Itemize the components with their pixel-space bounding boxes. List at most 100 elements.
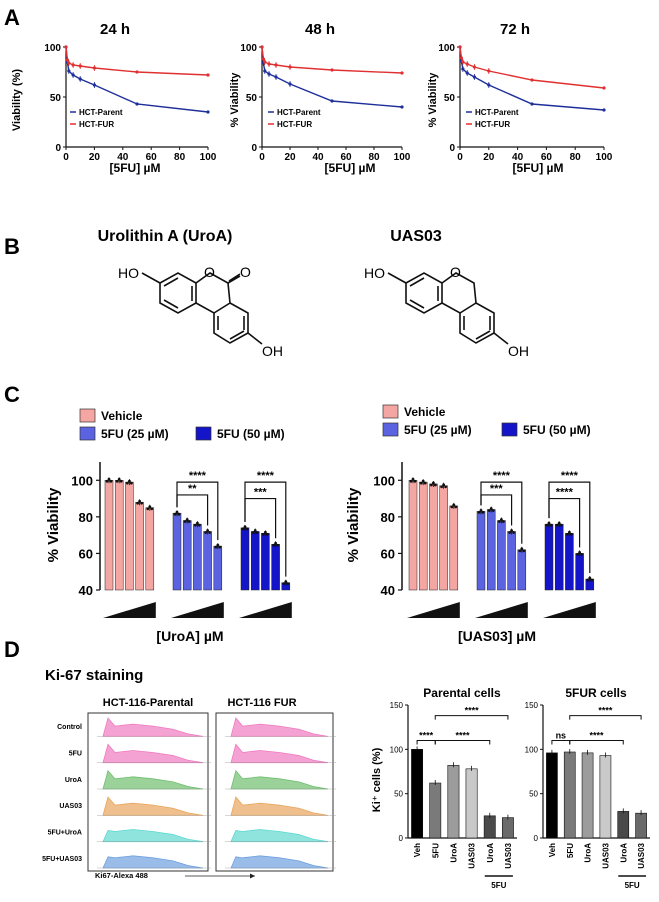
histogram-trace <box>230 855 329 869</box>
replicate-dot <box>586 578 590 582</box>
viability-chart-72h: 72 h % Viability [5FU] µM HCT-Parent HCT… <box>427 21 613 175</box>
replicate-dot <box>442 483 445 487</box>
ring-left-double-bonds <box>163 277 193 309</box>
hydroxyl-left: HO <box>364 265 385 281</box>
replicate-dot <box>421 479 425 483</box>
chart-title: Parental cells <box>423 686 501 700</box>
x-axis-label: [UAS03] µM <box>458 628 536 644</box>
legend-fu50-swatch <box>195 426 212 441</box>
x-tick-label: UAS03 <box>601 842 610 868</box>
replicate-dot <box>216 543 220 547</box>
replicate-dot <box>570 532 573 536</box>
replicate-dot <box>115 479 119 483</box>
replicate-dot <box>284 580 288 584</box>
legend: HCT-Parent HCT-FUR <box>466 108 519 129</box>
replicate-dot <box>286 582 290 586</box>
concentration-wedge <box>543 602 596 618</box>
replicate-dot <box>578 551 581 554</box>
x-tick-label: 5FU <box>566 843 575 858</box>
replicate-dot <box>264 530 267 534</box>
molecule-name: Urolithin A (UroA) <box>98 228 233 245</box>
replicate-dot <box>479 508 483 512</box>
molecule-name: UAS03 <box>390 228 442 245</box>
x-tick-label: 100 <box>200 152 217 163</box>
concentration-wedge <box>239 602 292 618</box>
bar <box>465 768 478 839</box>
bar <box>501 817 514 839</box>
data-point <box>530 78 534 82</box>
replicate-dot <box>175 510 179 514</box>
y-axis-label: % Viability <box>229 72 241 128</box>
legend: HCT-Parent HCT-FUR <box>268 108 321 129</box>
replicate-dot <box>518 549 522 553</box>
x-tick-label: UAS03 <box>468 842 477 868</box>
replicate-dot <box>196 521 199 525</box>
y-tick-label: 50 <box>529 790 538 799</box>
replicate-dot <box>208 531 212 534</box>
replicate-dot <box>255 531 259 534</box>
ring-right-double-bonds <box>217 316 245 340</box>
replicate-dot <box>251 531 255 534</box>
bar <box>546 752 558 839</box>
significance-label: **** <box>189 470 207 482</box>
histogram-trace <box>230 829 329 843</box>
replicate-dot <box>568 530 571 534</box>
bar <box>575 553 584 591</box>
y-tick-label: 80 <box>79 510 93 525</box>
data-point <box>64 45 68 49</box>
x-tick-label: UAS03 <box>504 842 513 868</box>
legend-uroa: Vehicle 5FU (25 µM) 5FU (50 µM) <box>79 408 285 441</box>
replicate-dot <box>262 532 265 536</box>
replicate-dot <box>498 520 501 523</box>
bar <box>563 751 576 839</box>
bar <box>125 481 134 591</box>
replicate-dot <box>126 481 129 485</box>
concentration-wedge <box>171 602 224 618</box>
legend-parent-label: HCT-Parent <box>79 108 123 117</box>
x-tick-label: Veh <box>413 843 422 857</box>
x-tick-label: 20 <box>483 152 495 163</box>
replicate-dot <box>452 503 456 507</box>
hist-axis-arrowhead <box>250 873 255 879</box>
significance-label: **** <box>556 487 574 499</box>
molecule-uas03: UAS03 HO O OH <box>364 228 529 359</box>
histogram-trace <box>102 829 204 843</box>
bar <box>261 533 270 591</box>
replicate-dot <box>491 509 495 512</box>
panel-letter-b: B <box>4 234 20 259</box>
ring-right <box>459 302 495 344</box>
x-tick-label: 60 <box>340 152 352 163</box>
significance-label: **** <box>455 730 470 740</box>
histogram-trace <box>230 743 329 764</box>
replicate-dot <box>481 510 485 514</box>
replicate-dot <box>489 507 493 510</box>
bar <box>213 545 223 591</box>
replicate-dot <box>590 578 594 582</box>
ki67-title: Ki-67 staining <box>45 667 143 684</box>
ring-left <box>159 272 197 314</box>
y-tick-label: 0 <box>534 834 539 843</box>
hist-frame-fur <box>215 712 334 872</box>
data-point <box>330 68 334 72</box>
histogram-trace <box>102 769 204 790</box>
y-axis-label: % Viability <box>345 487 362 562</box>
significance-label: **** <box>465 706 480 716</box>
replicate-dot <box>520 547 524 551</box>
x-tick-label: 40 <box>117 152 129 163</box>
ring-right <box>213 302 249 344</box>
ki67-parental-chart: Parental cells Ki⁺ cells (%) 0 50 100 150 Ve… <box>371 686 517 890</box>
hist-row-label: 5FU+UAS03 <box>42 856 82 863</box>
y-tick-label: 50 <box>394 790 403 799</box>
replicate-dot <box>512 531 515 534</box>
hydroxyl-right: OH <box>508 343 529 359</box>
replicate-dot <box>276 543 279 547</box>
hist-frame-parental <box>87 712 209 872</box>
hist-row-label: 5FU <box>69 751 82 758</box>
significance-label: **** <box>589 730 604 740</box>
replicate-dot <box>218 545 222 549</box>
x-tick-label: Veh <box>548 843 557 857</box>
replicate-dot <box>508 531 511 534</box>
hist-row-label: UroA <box>65 777 82 784</box>
x-tick-label: 40 <box>512 152 524 163</box>
hydroxyl-left: HO <box>118 265 139 281</box>
